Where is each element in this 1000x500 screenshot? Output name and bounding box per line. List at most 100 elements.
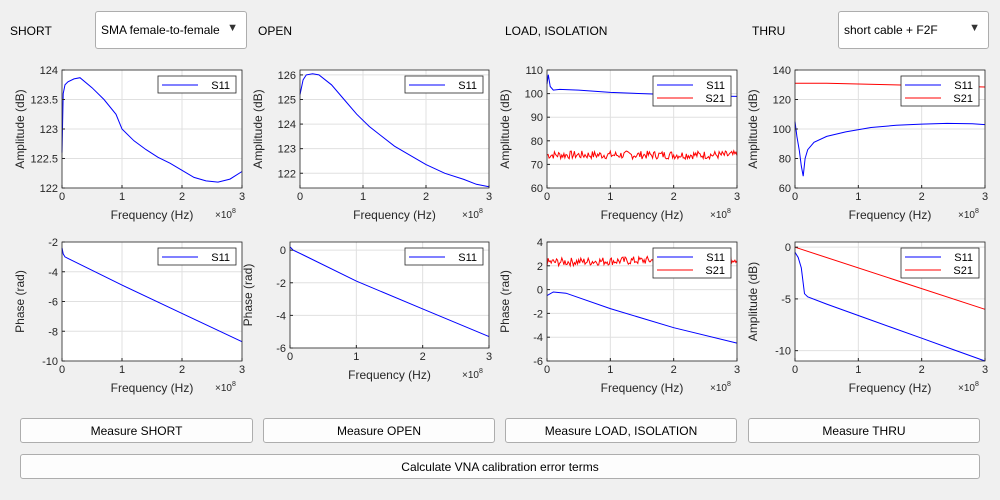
measure-open-button[interactable]: Measure OPEN xyxy=(263,418,495,443)
x-tick-label: 2 xyxy=(919,364,925,376)
x-exponent-power: 8 xyxy=(479,368,483,375)
y-tick-label: 60 xyxy=(779,183,791,195)
x-exponent-power: 8 xyxy=(479,208,483,215)
x-tick-label: 3 xyxy=(734,364,740,376)
series-s11-line xyxy=(61,77,243,183)
legend-label-s11: S11 xyxy=(706,80,725,92)
x-axis-label: Frequency (Hz) xyxy=(601,208,684,222)
x-tick-label: 2 xyxy=(671,191,677,203)
axes-frame xyxy=(794,241,986,362)
x-exponent-power: 8 xyxy=(975,381,979,388)
chart-thru-amp2: 0 1 2 3 -10 -5 0 ×108 Frequency (Hz) Amplitude (d… xyxy=(746,241,988,395)
y-tick-label: 100 xyxy=(525,89,543,101)
x-tick-label: 0 xyxy=(792,191,798,203)
y-tick-label: 140 xyxy=(773,65,791,77)
x-exponent-label: ×108 xyxy=(215,381,236,394)
legend-box xyxy=(652,247,732,279)
x-tick-label: 0 xyxy=(792,364,798,376)
x-tick-label: 2 xyxy=(919,191,925,203)
y-axis-label: Phase (rad) xyxy=(241,264,255,327)
y-tick-label: -8 xyxy=(48,326,58,338)
y-tick-label: 123.5 xyxy=(30,95,58,107)
measure-short-button[interactable]: Measure SHORT xyxy=(20,418,253,443)
axes-frame xyxy=(289,241,490,349)
x-tick-label: 3 xyxy=(239,364,245,376)
calculate-error-terms-button[interactable]: Calculate VNA calibration error terms xyxy=(20,454,980,479)
y-axis-label: Amplitude (dB) xyxy=(13,89,27,168)
x-axis-label: Frequency (Hz) xyxy=(348,368,431,382)
x-tick-label: 2 xyxy=(179,191,185,203)
x-exponent-power: 8 xyxy=(975,208,979,215)
y-tick-label: -10 xyxy=(775,346,791,358)
y-tick-label: -4 xyxy=(276,310,286,322)
y-axis-label: Amplitude (dB) xyxy=(746,89,760,168)
y-tick-label: 122 xyxy=(40,183,58,195)
x-tick-label: 0 xyxy=(297,191,303,203)
x-exponent-power: 8 xyxy=(727,381,731,388)
legend-box xyxy=(900,247,980,279)
y-tick-label: 124 xyxy=(278,119,296,131)
x-tick-label: 2 xyxy=(179,364,185,376)
x-tick-label: 1 xyxy=(353,351,359,363)
x-tick-label: 2 xyxy=(423,191,429,203)
chart-load-amp: 0 1 2 3 60 70 80 90 100 110 ×108 Frequency (Hz) Ampl… xyxy=(498,65,740,222)
section-label-load: LOAD, ISOLATION xyxy=(505,24,608,38)
series-s11-line xyxy=(794,121,986,177)
legend-label-s11: S11 xyxy=(211,252,230,264)
chart-open-phase: 0 1 2 3 -6 -4 -2 0 ×108 Frequency (Hz) Phase (rad)… xyxy=(241,241,492,382)
legend: S11 xyxy=(404,247,484,266)
x-axis-label: Frequency (Hz) xyxy=(111,208,194,222)
section-label-open: OPEN xyxy=(258,24,293,38)
y-axis-label: Amplitude (dB) xyxy=(746,262,760,341)
section-label-thru: THRU xyxy=(752,24,786,38)
x-tick-label: 3 xyxy=(486,191,492,203)
y-tick-label: 2 xyxy=(537,261,543,273)
chart-thru-amp: 0 1 2 3 60 80 100 120 140 ×108 Frequency (Hz) Ampli… xyxy=(746,65,988,222)
legend-box xyxy=(900,75,980,107)
measure-load-button[interactable]: Measure LOAD, ISOLATION xyxy=(505,418,737,443)
x-tick-label: 0 xyxy=(59,364,65,376)
x-axis-label: Frequency (Hz) xyxy=(849,208,932,222)
series-s11-line xyxy=(794,252,986,362)
y-tick-label: -4 xyxy=(533,332,543,344)
measure-thru-button[interactable]: Measure THRU xyxy=(748,418,980,443)
x-tick-label: 0 xyxy=(544,191,550,203)
x-tick-label: 3 xyxy=(486,351,492,363)
x-exponent-power: 8 xyxy=(232,208,236,215)
legend-label-s21: S21 xyxy=(705,93,725,105)
series-s11-line xyxy=(61,247,243,343)
legend-label-s21: S21 xyxy=(953,93,973,105)
x-tick-label: 3 xyxy=(239,191,245,203)
y-tick-label: -2 xyxy=(48,237,58,249)
series-s21-line xyxy=(794,246,986,310)
y-axis-label: Amplitude (dB) xyxy=(251,89,265,168)
legend: S11 xyxy=(157,75,237,94)
short-connector-dropdown[interactable]: SMA female-to-female ▼ xyxy=(95,11,247,49)
y-tick-label: 124 xyxy=(40,65,58,77)
y-tick-label: 100 xyxy=(773,124,791,136)
y-tick-label: 0 xyxy=(280,245,286,257)
y-tick-label: -5 xyxy=(781,294,791,306)
y-tick-label: 110 xyxy=(525,65,543,77)
y-tick-label: -10 xyxy=(42,356,58,368)
chevron-down-icon: ▼ xyxy=(969,22,980,34)
y-axis-label: Phase (rad) xyxy=(498,270,512,333)
short-connector-value: SMA female-to-female xyxy=(101,23,220,37)
thru-cable-dropdown[interactable]: short cable + F2F ▼ xyxy=(838,11,989,49)
x-exponent-label: ×108 xyxy=(710,381,731,394)
legend-label-s11: S11 xyxy=(458,252,477,264)
x-exponent-power: 8 xyxy=(727,208,731,215)
y-tick-label: 123 xyxy=(278,144,296,156)
x-axis-label: Frequency (Hz) xyxy=(111,381,194,395)
y-tick-label: -2 xyxy=(276,278,286,290)
x-tick-label: 2 xyxy=(420,351,426,363)
y-axis-label: Amplitude (dB) xyxy=(498,89,512,168)
x-axis-label: Frequency (Hz) xyxy=(353,208,436,222)
series-s11-line xyxy=(299,73,490,188)
